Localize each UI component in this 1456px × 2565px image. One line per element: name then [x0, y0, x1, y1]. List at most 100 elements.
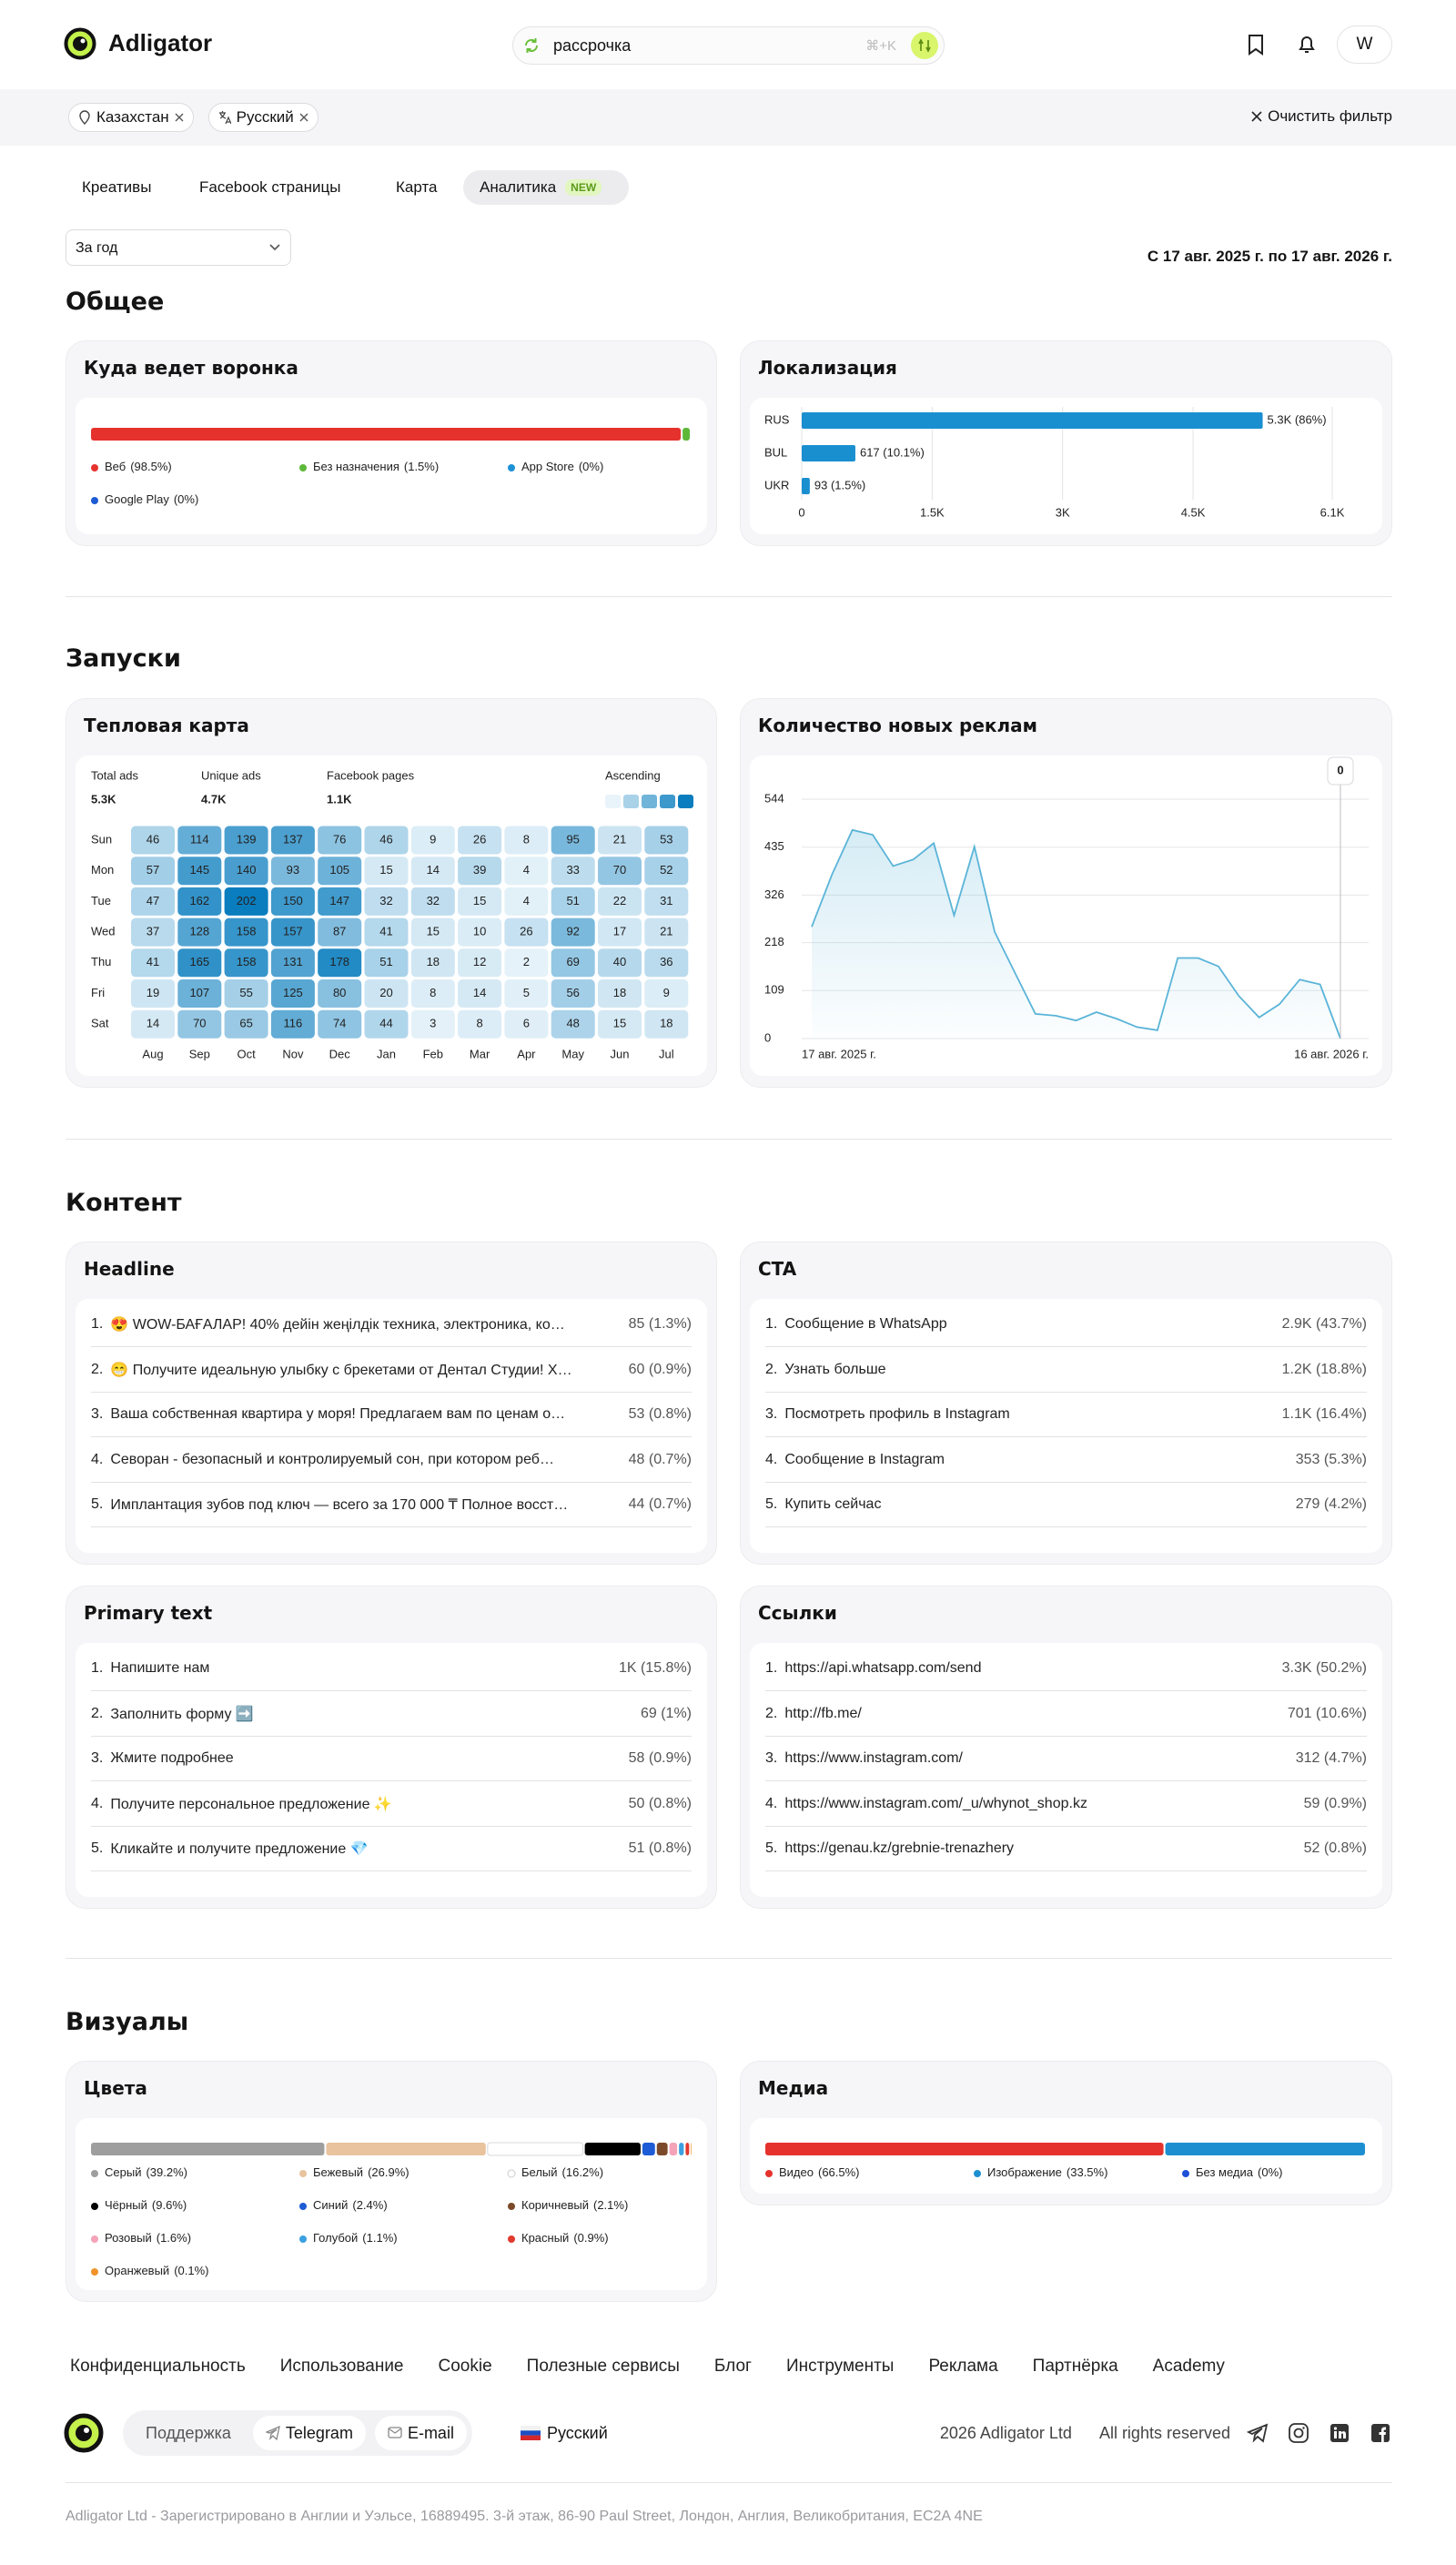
- list-row[interactable]: 1. 😍 WOW-БАҒАЛАР! 40% дейін жеңілдік техн…: [91, 1312, 692, 1337]
- chart-svg: 0 109 218 326 435 544 17 авг. 2025 г. 16 авг. 2…: [764, 756, 1369, 1060]
- card: Тепловая карта Total ads 5.3K Unique ads 4.7…: [66, 698, 717, 1088]
- tab-badge: NEW: [565, 179, 602, 196]
- list-row[interactable]: 2. http://fb.me/701 (10.6%): [765, 1701, 1367, 1727]
- list-row[interactable]: 5. Купить сейчас 279 (4.2%): [765, 1492, 1367, 1517]
- footer-link[interactable]: Academy: [1152, 2357, 1225, 2376]
- list-row[interactable]: 2. Заполнить форму ➡️ 69 (1%): [91, 1701, 692, 1727]
- list-row[interactable]: 1. Сообщение в WhatsApp 2.9K (43.7%): [765, 1312, 1367, 1337]
- footer-links: Конфиденциальность Использование Cookie Пол…: [70, 2357, 1225, 2377]
- row-separator: [765, 1481, 1367, 1483]
- legend-dot: [1182, 2170, 1189, 2177]
- footer-link[interactable]: Конфиденциальность: [70, 2357, 246, 2376]
- legend-dot: [91, 2268, 98, 2276]
- filter-chips: Казахстан Русский: [68, 103, 318, 132]
- heat-value: 107: [189, 986, 209, 999]
- email-link[interactable]: E-mail: [374, 2416, 467, 2450]
- column-label: Dec: [329, 1047, 351, 1060]
- search-button[interactable]: [911, 32, 938, 59]
- heat-value: 22: [613, 894, 626, 907]
- row-separator: [91, 1735, 692, 1737]
- heat-cell: [644, 857, 689, 886]
- search-box[interactable]: рассрочка ⌘+K: [512, 26, 945, 65]
- period-select[interactable]: За год: [66, 229, 291, 266]
- card-panel: 1. Сообщение в WhatsApp 2.9K (43.7%) 2. Узна…: [750, 1299, 1382, 1553]
- bookmark-icon[interactable]: [1245, 33, 1267, 56]
- tab[interactable]: Аналитика NEW: [480, 178, 602, 197]
- tab[interactable]: Карта: [396, 178, 438, 197]
- filter-chip[interactable]: Казахстан: [68, 103, 194, 132]
- list-row[interactable]: 5. Имплантация зубов под ключ — всего за …: [91, 1492, 692, 1517]
- card-panel: Видео (66.5%) Изображение (33.5%) Без медиа (…: [750, 2118, 1382, 2194]
- list-row[interactable]: 4. https://www.instagram.com/_u/whynot_sh…: [765, 1791, 1367, 1817]
- card: Медиа Видео (66.5%) Изображение (33.5%) Без м…: [740, 2061, 1392, 2205]
- list-row[interactable]: 5. https://genau.kz/grebnie-trenazhery 52 …: [765, 1836, 1367, 1861]
- heat-value: 3: [430, 1017, 436, 1030]
- footer-link[interactable]: Партнёрка: [1032, 2357, 1118, 2376]
- heat-value: 48: [566, 1017, 579, 1030]
- heat-value: 178: [329, 955, 349, 968]
- telegram-link[interactable]: Telegram: [252, 2416, 366, 2450]
- row-rank: 4.: [765, 1451, 778, 1467]
- linkedin-social[interactable]: [1329, 2422, 1350, 2444]
- legend-name: Google Play: [105, 492, 169, 506]
- footer-link[interactable]: Инструменты: [785, 2357, 895, 2376]
- footer-link[interactable]: Cookie: [438, 2357, 492, 2376]
- avatar[interactable]: W: [1337, 25, 1392, 64]
- row-rank: 3.: [765, 1406, 778, 1422]
- logo-icon[interactable]: [64, 27, 96, 60]
- heat-cell: [458, 1009, 502, 1039]
- telegram-social[interactable]: [1247, 2422, 1269, 2444]
- filter-chip[interactable]: Русский: [207, 103, 318, 132]
- list-row[interactable]: 2. Узнать больше 1.2K (18.8%): [765, 1357, 1367, 1383]
- section-title: Визуалы: [66, 2008, 189, 2036]
- list-row[interactable]: 4. Севоран - безопасный и контролируемый …: [91, 1447, 692, 1473]
- heat-cell: [458, 948, 502, 978]
- heat-cell: [318, 918, 362, 947]
- row-rank: 2.: [765, 1705, 778, 1721]
- footer-link[interactable]: Блог: [713, 2357, 752, 2376]
- list-row[interactable]: 3. Посмотреть профиль в Instagram 1.1K (16…: [765, 1402, 1367, 1427]
- list-row[interactable]: 3. Ваша собственная квартира у моря! Пред…: [91, 1402, 692, 1427]
- heat-value: 39: [473, 863, 486, 877]
- column-label: Mar: [470, 1047, 490, 1060]
- facebook-social[interactable]: [1370, 2422, 1391, 2444]
- list-row[interactable]: 1. https://api.whatsapp.com/send 3.3K (50.…: [765, 1656, 1367, 1681]
- list-row[interactable]: 2. 😁 Получите идеальную улыбку с брекетам…: [91, 1357, 692, 1383]
- footer-link[interactable]: Полезные сервисы: [526, 2357, 680, 2376]
- list-row[interactable]: 3. https://www.instagram.com/312 (4.7%): [765, 1746, 1367, 1771]
- heat-cell: [551, 918, 595, 947]
- clear-filter[interactable]: Очистить фильтр: [1251, 107, 1392, 126]
- footer-link[interactable]: Реклама: [928, 2357, 998, 2376]
- tab[interactable]: Креативы: [82, 178, 151, 197]
- list-row[interactable]: 3. Жмите подробнее 58 (0.9%): [91, 1746, 692, 1771]
- row-text: Ваша собственная квартира у моря! Предла…: [110, 1406, 566, 1422]
- chip-remove-cross: [299, 113, 308, 122]
- card-title: Ссылки: [758, 1602, 837, 1624]
- footer-link[interactable]: Использование: [279, 2357, 404, 2376]
- heat-cell: [270, 979, 315, 1008]
- period-select-text: За год: [76, 240, 118, 256]
- legend-name: Оранжевый: [105, 2264, 169, 2277]
- list-row[interactable]: 1. Напишите нам 1K (15.8%): [91, 1656, 692, 1681]
- tab[interactable]: Facebook страницы: [199, 178, 340, 197]
- list-row[interactable]: 5. Кликайте и получите предложение 💎 51 (0…: [91, 1836, 692, 1861]
- list-row[interactable]: 4. Получите персональное предложение ✨ 50 …: [91, 1791, 692, 1817]
- footer-logo[interactable]: [64, 2413, 104, 2453]
- legend-dot: [508, 2236, 515, 2243]
- list-row[interactable]: 4. Сообщение в Instagram 353 (5.3%): [765, 1447, 1367, 1473]
- heat-cell: [364, 948, 409, 978]
- card-panel: 0 109 218 326 435 544 17 авг. 2025 г. 16 авг. 2…: [750, 755, 1382, 1076]
- legend-name: Розовый: [105, 2231, 152, 2245]
- bell-icon[interactable]: [1296, 33, 1318, 56]
- legend-value: (9.6%): [152, 2198, 187, 2212]
- chart-svg: Видео (66.5%) Изображение (33.5%) Без медиа (…: [765, 2143, 1365, 2179]
- clear-filter-text: Очистить фильтр: [1268, 107, 1392, 125]
- heat-value: 26: [520, 925, 532, 938]
- language[interactable]: Русский: [547, 2424, 608, 2442]
- heat-cell: [598, 918, 642, 947]
- heat-cell: [410, 857, 455, 886]
- logo-text[interactable]: Adligator: [108, 29, 213, 56]
- instagram-social[interactable]: [1288, 2422, 1309, 2444]
- row-count: 59 (0.9%): [1303, 1795, 1367, 1811]
- heat-value: 56: [566, 986, 579, 999]
